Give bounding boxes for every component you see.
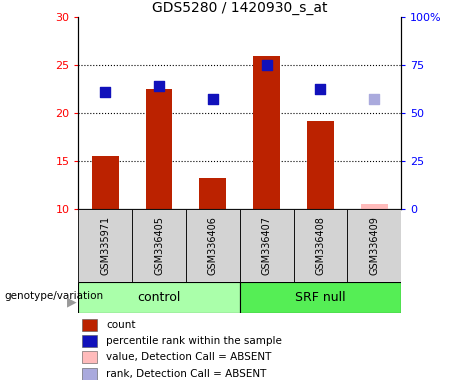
Bar [78,282,240,313]
Bar [82,368,97,379]
Text: ▶: ▶ [67,296,76,309]
Point [101,89,109,95]
Point [263,62,270,68]
Point [317,86,324,92]
Bar [240,209,294,282]
Bar [199,178,226,209]
Bar [253,56,280,209]
Text: GSM336405: GSM336405 [154,216,164,275]
Title: GDS5280 / 1420930_s_at: GDS5280 / 1420930_s_at [152,1,327,15]
Bar [92,157,118,209]
Point [371,96,378,102]
Text: GSM336408: GSM336408 [315,216,325,275]
Text: genotype/variation: genotype/variation [5,291,104,301]
Text: percentile rank within the sample: percentile rank within the sample [106,336,282,346]
Text: GSM336409: GSM336409 [369,216,379,275]
Point [155,83,163,89]
Bar [186,209,240,282]
Bar [82,335,97,347]
Text: rank, Detection Call = ABSENT: rank, Detection Call = ABSENT [106,369,266,379]
Text: count: count [106,319,136,330]
Text: GSM336406: GSM336406 [208,216,218,275]
Bar [347,209,401,282]
Bar [240,282,401,313]
Text: GSM335971: GSM335971 [100,216,110,275]
Bar [78,209,132,282]
Text: GSM336407: GSM336407 [261,216,272,275]
Point [209,96,217,102]
Bar [82,319,97,331]
Bar [361,205,388,209]
Text: value, Detection Call = ABSENT: value, Detection Call = ABSENT [106,352,272,362]
Bar [146,89,172,209]
Bar [294,209,347,282]
Bar [132,209,186,282]
Text: control: control [137,291,181,304]
Text: SRF null: SRF null [295,291,346,304]
Bar [82,351,97,363]
Bar [307,121,334,209]
